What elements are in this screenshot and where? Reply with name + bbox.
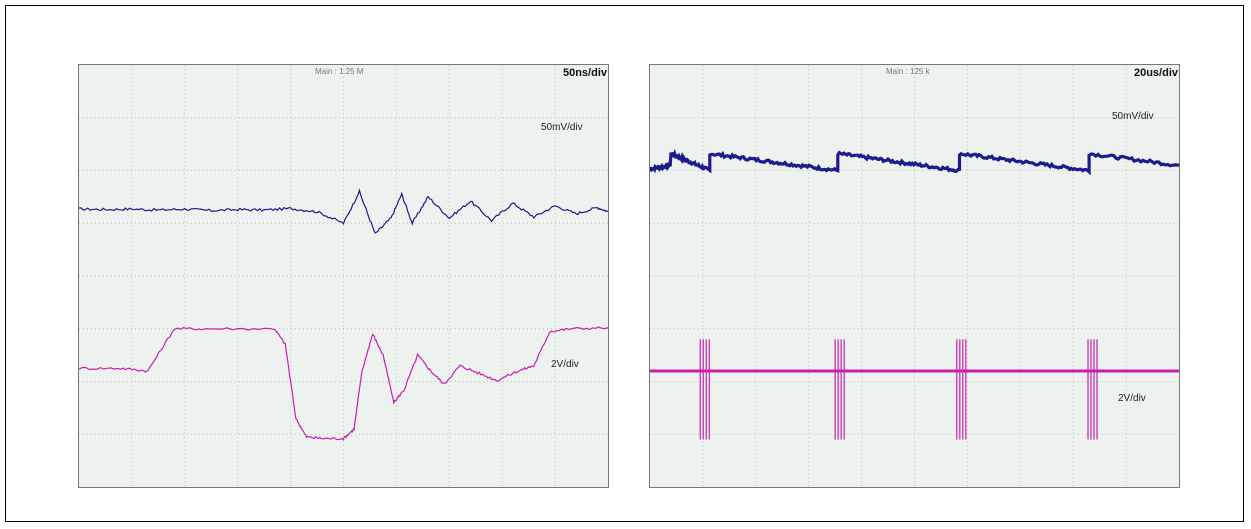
ch1-scale-label: 50mV/div (1112, 111, 1154, 122)
timebase-header: Main : 1.25 M (315, 67, 364, 76)
ch2-scale-label: 2V/div (551, 359, 579, 370)
oscilloscope-panel-right: Main : 125 k 20us/div 50mV/div 2V/div (649, 64, 1180, 488)
ch2-trace (79, 326, 608, 441)
ch1-trace (650, 148, 1179, 176)
timebase-header: Main : 125 k (886, 67, 930, 76)
ch2-pulse-burst (956, 339, 967, 440)
scope-plot-right (650, 65, 1179, 487)
oscilloscope-panel-left: Main : 1.25 M 50ns/div 50mV/div 2V/div (78, 64, 609, 488)
ch2-pulse-burst (1087, 339, 1098, 440)
ch1-scale-label: 50mV/div (541, 122, 583, 133)
ch2-pulse-burst (699, 339, 710, 440)
time-per-div-label: 50ns/div (562, 67, 607, 79)
figure-frame (5, 5, 1244, 522)
time-per-div-label: 20us/div (1133, 67, 1178, 79)
ch2-pulse-burst (834, 339, 845, 440)
scope-plot-left (79, 65, 608, 487)
ch1-trace (79, 188, 608, 234)
ch2-scale-label: 2V/div (1118, 393, 1146, 404)
